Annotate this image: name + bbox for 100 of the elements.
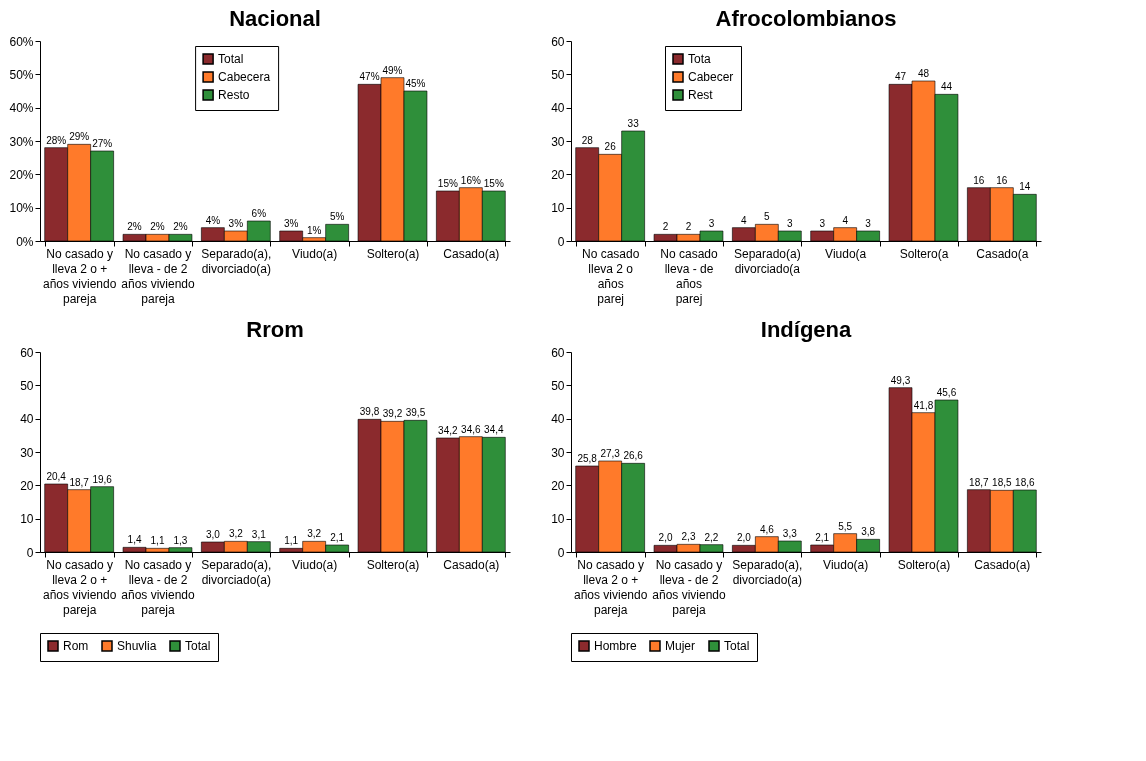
x-tick-label: Viudo(a: [825, 246, 867, 261]
data-label: 1%: [306, 224, 322, 236]
legend-label: Cabecera: [218, 70, 271, 84]
data-label: 27%: [92, 138, 113, 149]
legend-label: Total: [185, 639, 211, 653]
y-tick-label: 20: [551, 478, 565, 493]
y-tick-label: 50: [20, 378, 34, 393]
y-tick-label: 10%: [9, 201, 34, 216]
data-label: 5: [764, 211, 771, 223]
x-tick-label: Separado(a), divorciado(a): [732, 557, 803, 587]
data-label: 2,3: [681, 531, 696, 543]
y-tick-label: 60: [551, 345, 565, 360]
x-tick-label: Viudo(a): [292, 246, 338, 261]
data-label: 3: [708, 218, 715, 229]
x-tick-label: No casado y lleva 2 o + años viviendo pareja: [42, 557, 117, 617]
y-tick-label: 0%: [16, 234, 34, 249]
data-label: 18,6: [1015, 477, 1035, 488]
data-label: 25,8: [577, 453, 598, 464]
x-tick-label: No casado y lleva - de 2 años viviendo pareja: [121, 557, 196, 617]
data-label: 34,6: [461, 423, 481, 435]
data-label: 39,2: [382, 408, 403, 420]
data-label: 16%: [460, 174, 481, 186]
y-tick-label: 30: [551, 134, 565, 149]
data-label: 2%: [173, 221, 188, 233]
y-tick-label: 30: [551, 445, 565, 460]
data-label: 27,3: [600, 448, 621, 459]
data-label: 3,1: [251, 528, 267, 540]
y-tick-label: 0: [557, 545, 565, 560]
data-label: 1,1: [150, 535, 165, 547]
y-tick-label: 40: [551, 412, 565, 427]
data-label: 16: [973, 174, 985, 186]
data-label: 45,6: [936, 387, 957, 398]
legend-label: Mujer: [665, 639, 696, 653]
data-label: 15%: [483, 178, 504, 189]
y-tick-label: 20%: [9, 167, 34, 182]
data-label: 3%: [228, 218, 244, 229]
x-tick-label: No casado y lleva 2 o + años viviendo pareja: [42, 246, 117, 306]
data-label: 2,0: [736, 532, 752, 544]
legend-label: Rom: [63, 639, 89, 653]
data-label: 49%: [382, 64, 403, 76]
y-tick-label: 40: [20, 412, 34, 427]
data-label: 29%: [69, 131, 90, 143]
x-tick-label: Separado(a), divorciado(a): [201, 557, 272, 587]
data-label: 3: [819, 218, 826, 229]
y-tick-label: 10: [551, 512, 565, 527]
x-tick-label: Soltero(a): [366, 557, 420, 572]
data-label: 2: [662, 221, 669, 233]
data-label: 14: [1019, 181, 1031, 193]
legend-label: Tota: [688, 52, 712, 66]
data-label: 4%: [205, 214, 221, 226]
x-tick-label: Casado(a): [443, 246, 500, 261]
legend-label: Cabecer: [688, 70, 734, 84]
x-tick-label: No casado y lleva - de 2 años viviendo pareja: [121, 246, 196, 306]
x-tick-label: Viudo(a): [823, 557, 869, 572]
x-tick-label: No casado y lleva 2 o + años viviendo pareja: [573, 557, 648, 617]
y-tick-label: 0: [26, 545, 34, 560]
y-tick-label: 60: [551, 34, 565, 49]
x-tick-label: No casado lleva - de años parej: [660, 246, 719, 306]
legend-label: Total: [218, 52, 244, 66]
data-label: 6%: [251, 208, 267, 219]
data-label: 2%: [127, 221, 142, 233]
data-label: 28: [581, 134, 594, 146]
legend-label: Rest: [688, 88, 714, 102]
y-tick-label: 0: [557, 234, 565, 249]
y-tick-label: 60%: [9, 34, 34, 49]
x-tick-label: Casado(a: [976, 246, 1029, 261]
data-label: 15%: [437, 178, 458, 189]
legend-label: Resto: [218, 88, 250, 102]
x-tick-label: Soltero(a): [366, 246, 420, 261]
data-label: 19,6: [92, 473, 113, 485]
x-tick-label: Casado(a): [443, 557, 500, 572]
x-tick-label: No casado y lleva - de 2 años viviendo pareja: [652, 557, 727, 617]
data-label: 4,6: [759, 523, 775, 535]
data-label: 44: [940, 81, 953, 93]
y-tick-label: 30: [20, 445, 34, 460]
data-label: 26: [604, 141, 617, 153]
legend-label: Shuvlia: [117, 639, 157, 653]
data-label: 45%: [405, 78, 426, 89]
data-label: 34,4: [484, 424, 504, 436]
x-tick-label: Casado(a): [974, 557, 1031, 572]
chart-title: Rrom: [246, 317, 304, 342]
data-label: 2,0: [658, 532, 673, 544]
x-tick-label: Separado(a), divorciado(a): [201, 246, 272, 276]
chart-title: Afrocolombianos: [715, 6, 897, 31]
data-label: 4: [842, 214, 849, 226]
y-tick-label: 40: [551, 101, 565, 116]
data-label: 3,2: [228, 528, 244, 540]
y-tick-label: 30%: [9, 134, 34, 149]
chart-title: Nacional: [229, 6, 321, 31]
data-label: 41,8: [913, 399, 934, 411]
y-tick-label: 50%: [9, 67, 34, 82]
data-label: 2%: [150, 221, 165, 233]
data-label: 26,6: [623, 450, 644, 462]
data-label: 2,1: [815, 532, 830, 543]
y-tick-label: 10: [551, 201, 565, 216]
data-label: 47: [894, 71, 907, 83]
x-tick-label: No casado lleva 2 o años parej: [581, 246, 640, 306]
legend-label: Hombre: [594, 639, 638, 653]
data-label: 3,0: [205, 529, 221, 540]
data-label: 2,2: [704, 531, 719, 543]
